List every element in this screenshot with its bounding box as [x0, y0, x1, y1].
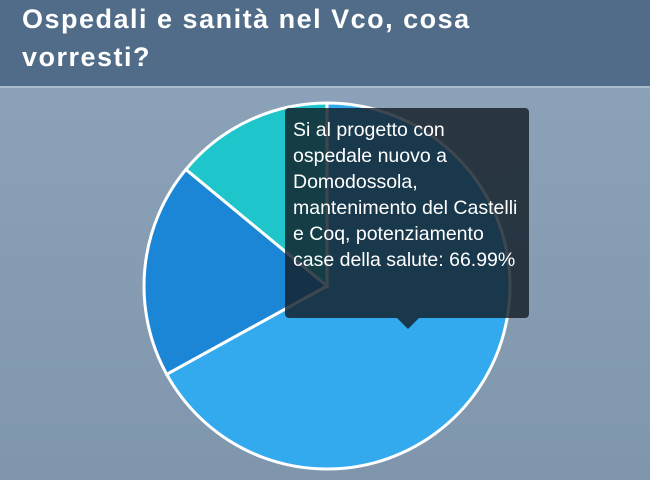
pie-slice [142, 167, 330, 377]
header: Ospedali e sanità nel Vco, cosa vorresti… [0, 0, 650, 88]
tooltip: Si al progetto con ospedale nuovo a Domo… [285, 108, 529, 318]
tooltip-arrow [397, 318, 419, 329]
tooltip-value: 66.99% [449, 249, 516, 271]
title: Ospedali e sanità nel Vco, cosa vorresti… [22, 4, 471, 72]
